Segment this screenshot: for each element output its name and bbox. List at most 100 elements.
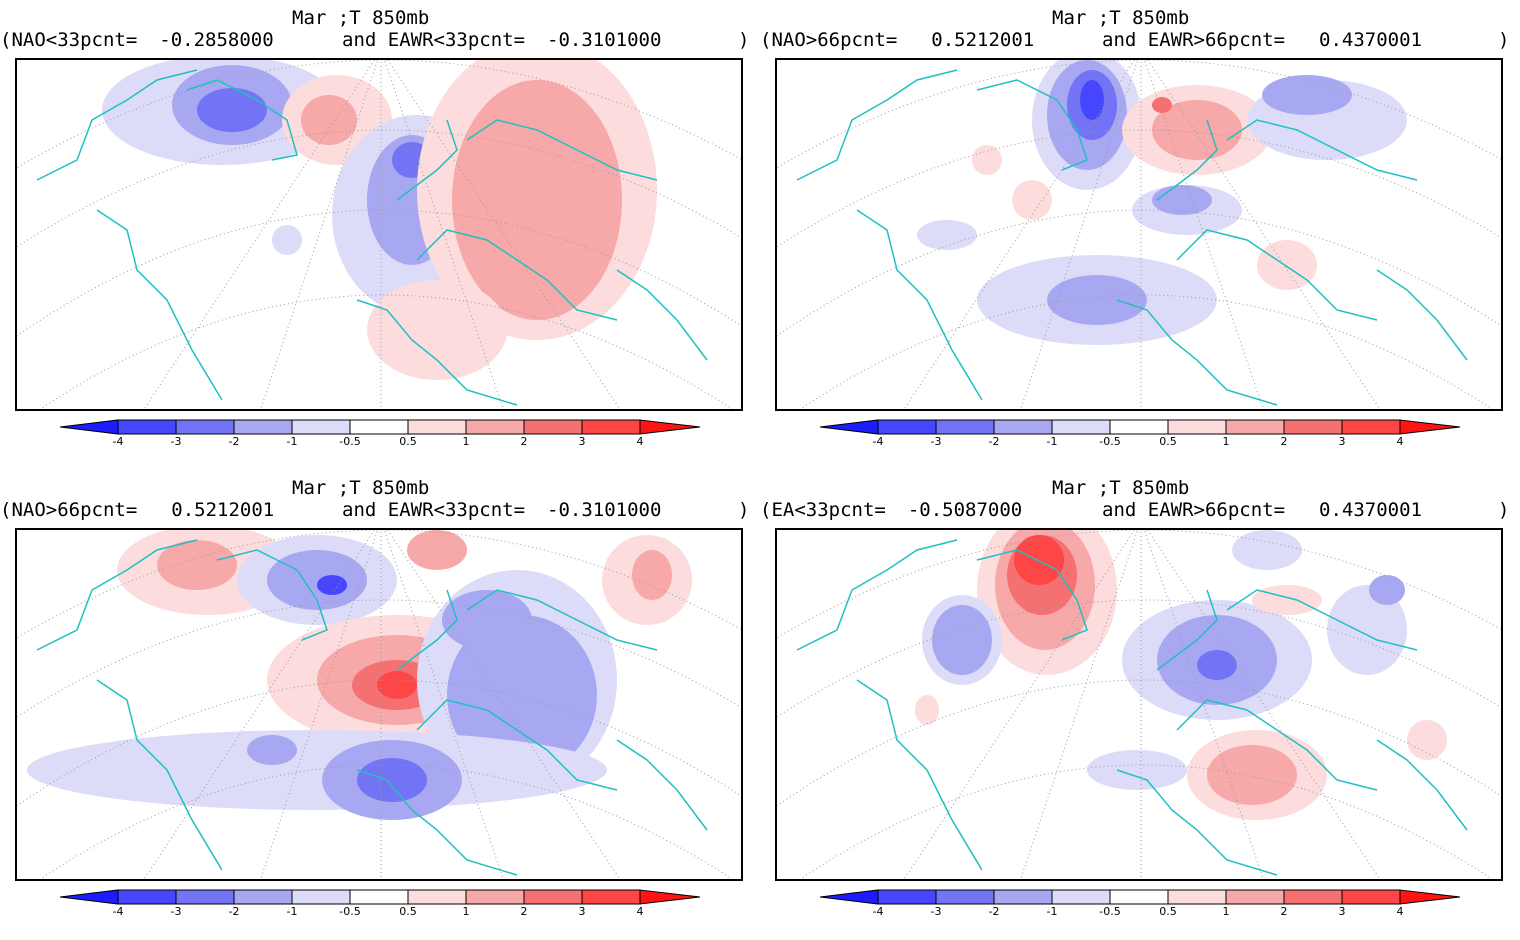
tick-label: 2 — [1281, 435, 1288, 448]
tick-label: -1 — [287, 435, 298, 448]
tick-label: -2 — [989, 435, 1000, 448]
condition-label: and EAWR>66pcnt= — [1102, 29, 1286, 51]
close-paren: ) — [738, 29, 750, 51]
condition-label: (NAO>66pcnt= — [0, 499, 138, 521]
lat-lon-grid — [17, 60, 741, 409]
tick-label: 2 — [1281, 905, 1288, 918]
condition-label: (NAO<33pcnt= — [0, 29, 138, 51]
colorbar-ticks: -4 -3 -2 -1 -0.5 0.5 1 2 3 4 — [113, 435, 644, 448]
anomaly-map — [777, 530, 1501, 879]
tick-label: 0.5 — [1159, 435, 1177, 448]
condition-label: and EAWR<33pcnt= — [342, 29, 526, 51]
tick-label: 1 — [1223, 905, 1230, 918]
anomaly-map — [17, 530, 741, 879]
title-left-condition: (NAO<33pcnt= -0.2858000 — [0, 30, 274, 51]
tick-label: -1 — [1047, 435, 1058, 448]
panel-top-left: Mar ;T 850mb (NAO<33pcnt= -0.2858000 and … — [0, 0, 760, 470]
colorbar: -4 -3 -2 -1 -0.5 0.5 1 2 3 4 — [820, 418, 1462, 448]
tick-label: -0.5 — [1099, 435, 1120, 448]
tick-label: -3 — [171, 905, 182, 918]
panel-title: Mar ;T 850mb (NAO<33pcnt= -0.2858000 and … — [0, 0, 760, 126]
condition-value: 0.5212001 — [171, 499, 275, 521]
map-frame — [15, 528, 743, 881]
tick-label: 4 — [1397, 435, 1404, 448]
tick-label: 1 — [463, 905, 470, 918]
title-line1: Mar ;T 850mb — [1052, 477, 1190, 499]
tick-label: -3 — [931, 435, 942, 448]
tick-label: 4 — [637, 435, 644, 448]
panel-title: Mar ;T 850mb (NAO>66pcnt= 0.5212001 and E… — [760, 0, 1520, 126]
condition-value: -0.3101000 — [547, 29, 662, 51]
tick-label: 1 — [1223, 435, 1230, 448]
lat-lon-grid — [17, 530, 741, 879]
colorbar: -4 -3 -2 -1 -0.5 0.5 1 2 3 4 — [60, 888, 702, 918]
colorbar: -4 -3 -2 -1 -0.5 0.5 1 2 3 4 — [820, 888, 1462, 918]
tick-label: -2 — [229, 905, 240, 918]
condition-value: -0.2858000 — [159, 29, 274, 51]
tick-label: -2 — [989, 905, 1000, 918]
panel-title: Mar ;T 850mb (NAO>66pcnt= 0.5212001 and E… — [0, 470, 760, 596]
title-line1: Mar ;T 850mb — [292, 477, 430, 499]
tick-label: 0.5 — [399, 905, 417, 918]
condition-value: -0.3101000 — [547, 499, 662, 521]
tick-label: 2 — [521, 905, 528, 918]
colorbar-swatches — [60, 889, 701, 905]
anomaly-shading — [27, 530, 692, 820]
tick-label: 1 — [463, 435, 470, 448]
tick-label: 2 — [521, 435, 528, 448]
title-right-condition: and EAWR<33pcnt= -0.3101000 — [342, 500, 661, 521]
anomaly-shading — [102, 60, 657, 380]
tick-label: 0.5 — [399, 435, 417, 448]
tick-label: 4 — [1397, 905, 1404, 918]
title-line1: Mar ;T 850mb — [1052, 7, 1190, 29]
coastlines — [796, 69, 1468, 406]
map-frame — [775, 528, 1503, 881]
coastlines — [36, 539, 708, 876]
title-right-condition: and EAWR>66pcnt= 0.4370001 — [1102, 30, 1422, 51]
tick-label: -0.5 — [339, 905, 360, 918]
colorbar-graphic: -4 -3 -2 -1 -0.5 0.5 1 2 3 4 — [820, 419, 1461, 448]
tick-label: -0.5 — [1099, 905, 1120, 918]
coastlines — [36, 69, 708, 406]
colorbar-swatches — [60, 419, 701, 435]
colorbar-ticks: -4 -3 -2 -1 -0.5 0.5 1 2 3 4 — [873, 905, 1404, 918]
tick-label: -0.5 — [339, 435, 360, 448]
map-frame — [15, 58, 743, 411]
colorbar-graphic: -4 -3 -2 -1 -0.5 0.5 1 2 3 4 — [60, 419, 701, 448]
colorbar-swatches — [820, 419, 1461, 435]
colorbar-ticks: -4 -3 -2 -1 -0.5 0.5 1 2 3 4 — [873, 435, 1404, 448]
tick-label: 3 — [1339, 905, 1346, 918]
tick-label: -3 — [931, 905, 942, 918]
colorbar-graphic: -4 -3 -2 -1 -0.5 0.5 1 2 3 4 — [820, 889, 1461, 918]
anomaly-shading — [917, 60, 1407, 345]
tick-label: 3 — [579, 905, 586, 918]
tick-label: -1 — [1047, 905, 1058, 918]
tick-label: 4 — [637, 905, 644, 918]
anomaly-map — [777, 60, 1501, 409]
tick-label: 3 — [579, 435, 586, 448]
colorbar: -4 -3 -2 -1 -0.5 0.5 1 2 3 4 — [60, 418, 702, 448]
panel-bottom-left: Mar ;T 850mb (NAO>66pcnt= 0.5212001 and E… — [0, 470, 760, 940]
colorbar-ticks: -4 -3 -2 -1 -0.5 0.5 1 2 3 4 — [113, 905, 644, 918]
close-paren: ) — [1498, 499, 1510, 521]
title-left-condition: (NAO>66pcnt= 0.5212001 — [0, 500, 274, 521]
tick-label: -4 — [113, 905, 124, 918]
tick-label: 0.5 — [1159, 905, 1177, 918]
condition-value: -0.5087000 — [907, 499, 1023, 521]
title-line1: Mar ;T 850mb — [292, 7, 430, 29]
title-left-condition: (NAO>66pcnt= 0.5212001 — [760, 30, 1034, 51]
map-frame — [775, 58, 1503, 411]
coastlines — [796, 539, 1468, 876]
lat-lon-grid — [777, 530, 1501, 879]
tick-label: -4 — [113, 435, 124, 448]
colorbar-swatches — [820, 889, 1461, 905]
tick-label: -3 — [171, 435, 182, 448]
tick-label: -4 — [873, 435, 884, 448]
condition-label: and EAWR>66pcnt= — [1102, 499, 1286, 521]
tick-label: 3 — [1339, 435, 1346, 448]
panel-title: Mar ;T 850mb (EA<33pcnt= -0.5087000 and E… — [760, 470, 1520, 596]
panel-top-right: Mar ;T 850mb (NAO>66pcnt= 0.5212001 and E… — [760, 0, 1520, 470]
condition-label: (NAO>66pcnt= — [760, 29, 898, 51]
panel-bottom-right: Mar ;T 850mb (EA<33pcnt= -0.5087000 and E… — [760, 470, 1520, 940]
anomaly-map — [17, 60, 741, 409]
